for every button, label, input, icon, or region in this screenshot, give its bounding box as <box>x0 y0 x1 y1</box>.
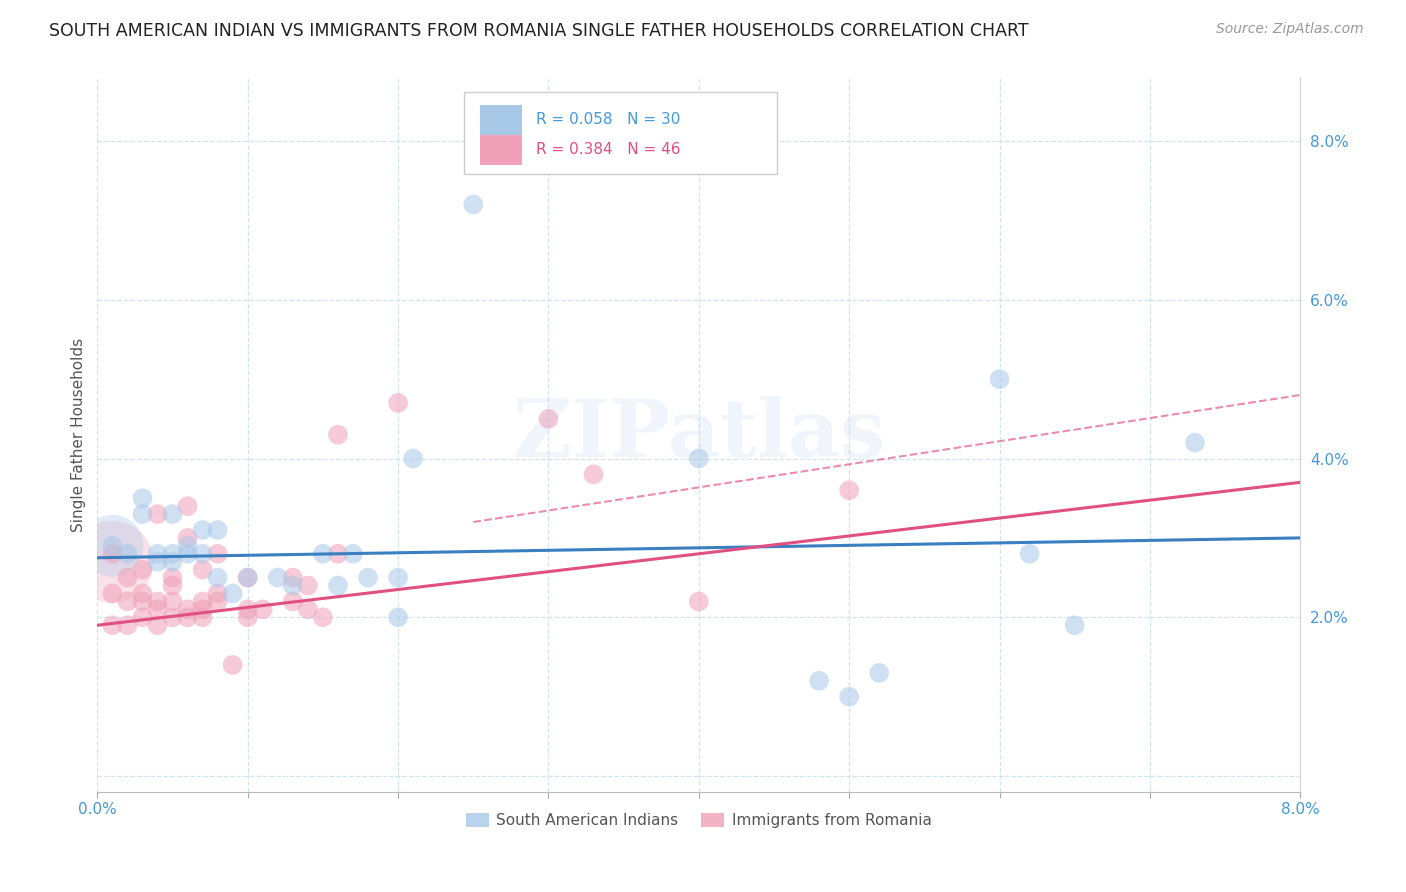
Point <box>868 665 890 680</box>
Point <box>162 571 184 585</box>
Point <box>808 673 831 688</box>
Text: R = 0.384   N = 46: R = 0.384 N = 46 <box>537 142 681 157</box>
Point <box>1018 547 1040 561</box>
Text: ZIPatlas: ZIPatlas <box>513 396 884 474</box>
Point <box>463 197 485 211</box>
Point <box>117 547 139 561</box>
Point <box>162 594 184 608</box>
Point <box>312 547 335 561</box>
Point <box>387 610 409 624</box>
Text: R = 0.058   N = 30: R = 0.058 N = 30 <box>537 112 681 127</box>
Point <box>117 571 139 585</box>
Y-axis label: Single Father Households: Single Father Households <box>72 338 86 532</box>
Point <box>221 657 243 672</box>
Point <box>191 602 214 616</box>
Text: Source: ZipAtlas.com: Source: ZipAtlas.com <box>1216 22 1364 37</box>
Point <box>207 586 229 600</box>
Point <box>281 594 304 608</box>
Point <box>131 491 153 506</box>
Point <box>1184 435 1206 450</box>
Point <box>117 594 139 608</box>
Point <box>176 602 198 616</box>
Point <box>191 523 214 537</box>
Point <box>191 547 214 561</box>
Point <box>326 578 349 592</box>
Point <box>176 539 198 553</box>
Legend: South American Indians, Immigrants from Romania: South American Indians, Immigrants from … <box>460 807 938 834</box>
Point <box>146 547 169 561</box>
Point <box>162 547 184 561</box>
Point <box>101 547 124 561</box>
Point <box>207 523 229 537</box>
Point <box>236 602 259 616</box>
Point <box>236 571 259 585</box>
Point <box>357 571 380 585</box>
Point <box>838 690 860 704</box>
Point <box>146 594 169 608</box>
Point <box>207 571 229 585</box>
Point <box>191 594 214 608</box>
Point <box>176 499 198 513</box>
Point <box>162 555 184 569</box>
Point <box>162 507 184 521</box>
Point <box>267 571 290 585</box>
Point <box>342 547 364 561</box>
FancyBboxPatch shape <box>479 135 522 165</box>
Point <box>207 594 229 608</box>
Point <box>146 555 169 569</box>
Point <box>101 555 124 569</box>
Point <box>117 618 139 632</box>
FancyBboxPatch shape <box>479 104 522 135</box>
Text: SOUTH AMERICAN INDIAN VS IMMIGRANTS FROM ROMANIA SINGLE FATHER HOUSEHOLDS CORREL: SOUTH AMERICAN INDIAN VS IMMIGRANTS FROM… <box>49 22 1029 40</box>
Point <box>146 618 169 632</box>
Point <box>281 571 304 585</box>
Point <box>162 578 184 592</box>
Point <box>131 563 153 577</box>
Point <box>101 618 124 632</box>
Point <box>191 563 214 577</box>
Point <box>146 602 169 616</box>
Point <box>537 412 560 426</box>
Point <box>101 539 124 553</box>
Point <box>838 483 860 498</box>
Point <box>297 602 319 616</box>
Point <box>101 539 124 553</box>
Point <box>146 507 169 521</box>
Point <box>402 451 425 466</box>
Point <box>176 531 198 545</box>
FancyBboxPatch shape <box>464 92 778 174</box>
Point <box>326 427 349 442</box>
Point <box>221 586 243 600</box>
Point <box>207 547 229 561</box>
Point <box>252 602 274 616</box>
Point <box>312 610 335 624</box>
Point <box>236 610 259 624</box>
Point <box>131 507 153 521</box>
Point <box>387 396 409 410</box>
Point <box>236 571 259 585</box>
Point <box>131 610 153 624</box>
Point <box>101 586 124 600</box>
Point <box>191 610 214 624</box>
Point <box>688 594 710 608</box>
Point <box>176 547 198 561</box>
Point <box>387 571 409 585</box>
Point <box>326 547 349 561</box>
Point <box>582 467 605 482</box>
Point <box>688 451 710 466</box>
Point <box>162 610 184 624</box>
Point <box>1063 618 1085 632</box>
Point <box>131 594 153 608</box>
Point <box>131 586 153 600</box>
Point <box>297 578 319 592</box>
Point <box>988 372 1011 386</box>
Point <box>176 610 198 624</box>
Point <box>281 578 304 592</box>
